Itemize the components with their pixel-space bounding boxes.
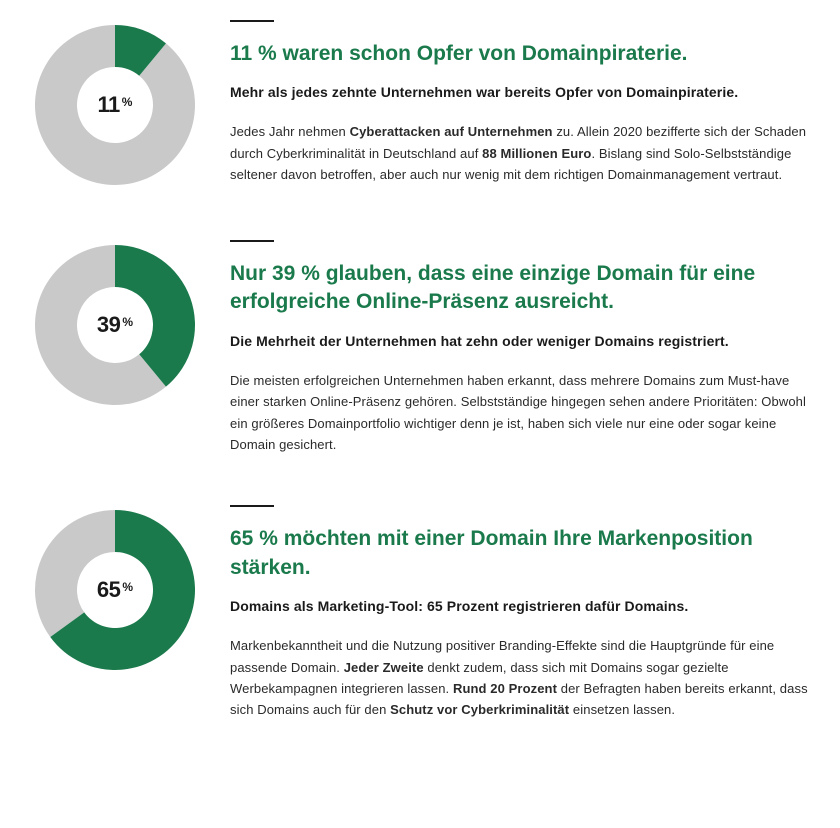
donut-bg-arc (35, 510, 115, 637)
stat-subhead: Die Mehrheit der Unternehmen hat zehn od… (230, 331, 810, 352)
donut-chart: 11% (30, 20, 200, 190)
donut-center-label: 39% (97, 312, 133, 338)
donut-center-label: 11% (98, 92, 133, 118)
stat-headline: 11 % waren schon Opfer von Domainpirater… (230, 40, 810, 68)
stat-headline: Nur 39 % glauben, dass eine einzige Doma… (230, 260, 810, 317)
percent-icon: % (122, 95, 133, 109)
donut-value: 39 (97, 312, 120, 337)
donut-value: 11 (98, 92, 120, 117)
stat-body: Die meisten erfolgreichen Unternehmen ha… (230, 370, 810, 456)
stat-content: 11 % waren schon Opfer von Domainpirater… (230, 20, 810, 186)
stat-row: 65% 65 % möchten mit einer Domain Ihre M… (30, 505, 810, 720)
section-divider (230, 240, 274, 242)
stat-subhead: Domains als Marketing-Tool: 65 Prozent r… (230, 596, 810, 617)
section-divider (230, 20, 274, 22)
stat-headline: 65 % möchten mit einer Domain Ihre Marke… (230, 525, 810, 582)
donut-chart: 39% (30, 240, 200, 410)
section-divider (230, 505, 274, 507)
stat-row: 39% Nur 39 % glauben, dass eine einzige … (30, 240, 810, 455)
stat-subhead: Mehr als jedes zehnte Unternehmen war be… (230, 82, 810, 103)
donut-value: 65 (97, 577, 120, 602)
percent-icon: % (122, 315, 133, 329)
stat-content: Nur 39 % glauben, dass eine einzige Doma… (230, 240, 810, 455)
stat-body: Jedes Jahr nehmen Cyberattacken auf Unte… (230, 121, 810, 185)
stat-body: Markenbekanntheit und die Nutzung positi… (230, 635, 810, 721)
stat-content: 65 % möchten mit einer Domain Ihre Marke… (230, 505, 810, 720)
percent-icon: % (122, 580, 133, 594)
stat-row: 11% 11 % waren schon Opfer von Domainpir… (30, 20, 810, 190)
donut-center-label: 65% (97, 577, 133, 603)
stats-list: 11% 11 % waren schon Opfer von Domainpir… (30, 20, 810, 721)
donut-chart: 65% (30, 505, 200, 675)
